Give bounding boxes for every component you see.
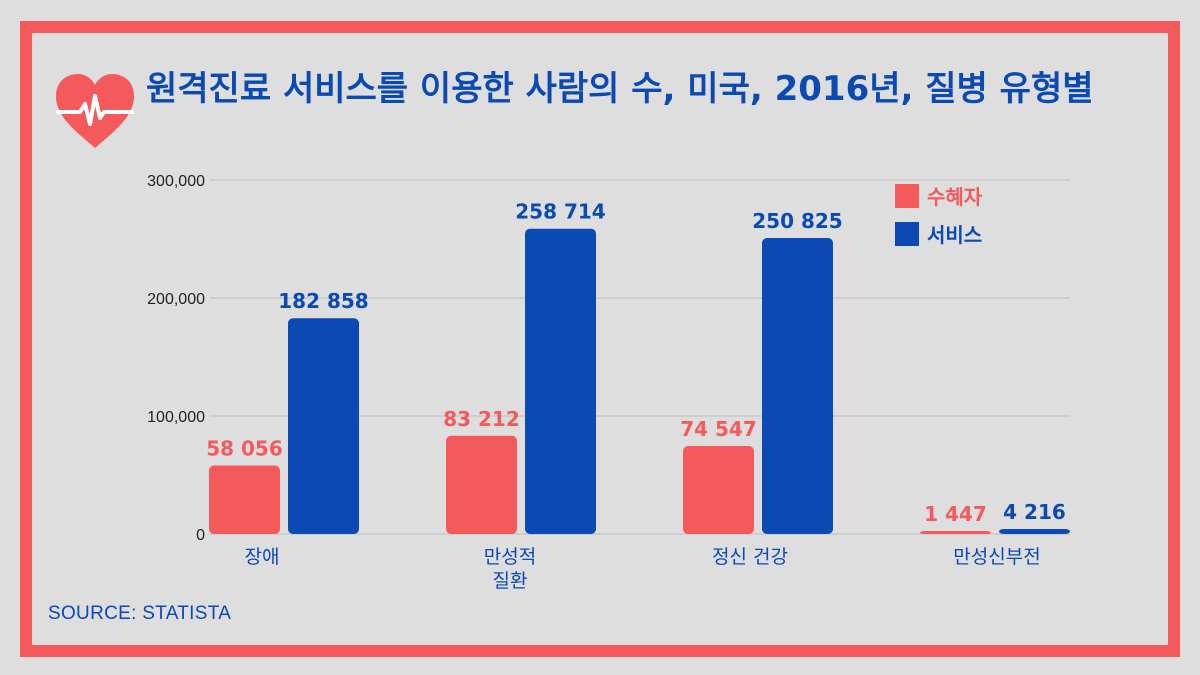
heart-pulse-icon [56,74,134,148]
chart-frame [20,21,1180,657]
legend-label: 수혜자 [927,185,983,209]
y-tick-label: 100,000 [147,409,205,426]
bar [920,531,991,534]
data-label: 74 547 [680,417,757,441]
x-category-label: 장애 [245,546,280,568]
y-tick-label: 300,000 [147,173,205,190]
data-label: 1 447 [924,502,987,526]
bar [683,446,754,534]
source-note: SOURCE: STATISTA [48,603,232,624]
bar [209,465,280,534]
legend-swatch [895,184,919,208]
data-label: 182 858 [278,289,368,313]
bar [999,529,1070,534]
legend-label: 서비스 [927,223,982,247]
data-label: 4 216 [1003,500,1066,524]
bar [762,238,833,535]
bar [525,228,596,535]
data-label: 258 714 [515,200,605,224]
data-label: 83 212 [443,407,520,431]
chart-title: 원격진료 서비스를 이용한 사람의 수, 미국, 2016년, 질병 유형별 [146,69,1094,109]
x-category-label: 질환 [493,570,528,592]
x-category-label: 정신 건강 [712,546,788,568]
data-label: 250 825 [752,209,842,233]
x-category-label: 만성신부전 [953,546,1040,568]
bar [288,318,359,534]
data-label: 58 056 [206,436,283,460]
y-tick-label: 200,000 [147,291,205,308]
x-category-label: 만성적 [484,546,536,568]
legend-swatch [895,222,919,246]
bar [446,435,517,534]
y-tick-label: 0 [196,527,205,544]
